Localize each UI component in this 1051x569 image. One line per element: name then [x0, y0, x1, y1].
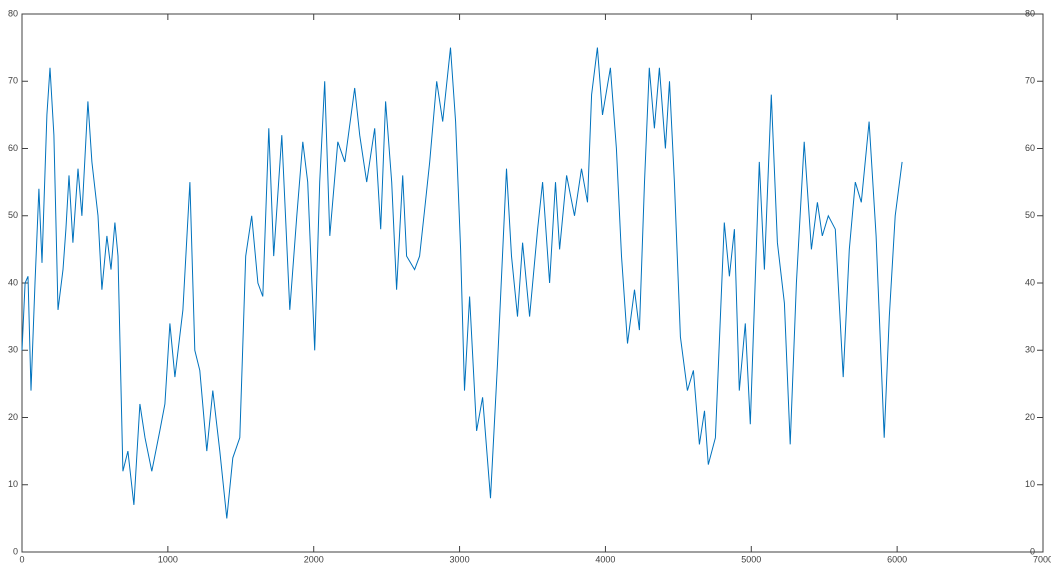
y-tick-label: 20	[8, 412, 18, 422]
y-tick-label-right: 0	[1030, 546, 1035, 556]
x-tick-label: 3000	[450, 554, 470, 564]
y-tick-label: 50	[8, 210, 18, 220]
y-tick-label-right: 70	[1025, 76, 1035, 86]
x-tick-label: 5000	[741, 554, 761, 564]
y-tick-label: 0	[13, 546, 18, 556]
x-tick-label: 0	[19, 554, 24, 564]
data-line	[21, 47, 903, 519]
x-tick-label: 2000	[304, 554, 324, 564]
y-tick-label-right: 30	[1025, 345, 1035, 355]
y-tick-label-right: 50	[1025, 210, 1035, 220]
y-tick-label: 40	[8, 277, 18, 287]
x-tick-label: 4000	[595, 554, 615, 564]
y-tick-label-right: 40	[1025, 277, 1035, 287]
y-tick-label-right: 60	[1025, 143, 1035, 153]
y-tick-label: 70	[8, 76, 18, 86]
y-tick-label: 10	[8, 479, 18, 489]
y-tick-label: 30	[8, 345, 18, 355]
y-tick-label: 80	[8, 8, 18, 18]
x-tick-label: 1000	[158, 554, 178, 564]
y-tick-label-right: 20	[1025, 412, 1035, 422]
x-tick-label: 7000	[1033, 554, 1051, 564]
x-tick-label: 6000	[887, 554, 907, 564]
y-tick-label-right: 80	[1025, 8, 1035, 18]
y-tick-label-right: 10	[1025, 479, 1035, 489]
y-tick-label: 60	[8, 143, 18, 153]
